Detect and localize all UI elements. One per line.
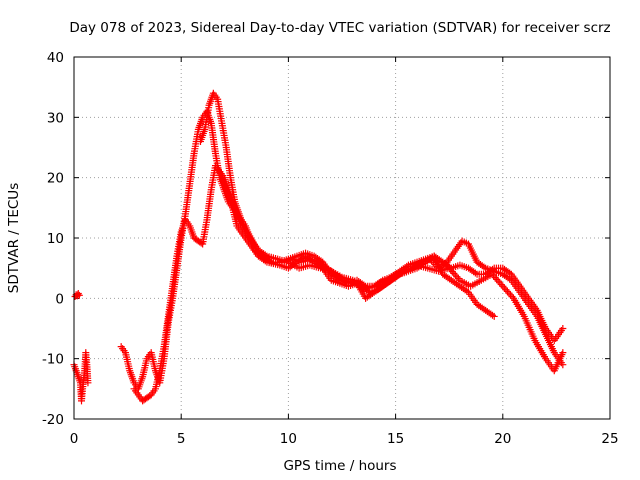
data-point [497,281,505,289]
series-track-5 [196,89,567,345]
data-point [508,293,516,301]
data-point [503,287,511,295]
data-point [559,325,567,332]
plot-frame [73,56,611,420]
y-tick-label: 30 [47,110,64,126]
data-point [506,291,514,299]
data-point [490,272,498,280]
grid-lines [74,57,610,419]
y-tick-label: 10 [47,231,64,247]
data-point [491,274,499,282]
data-point [489,311,497,319]
data-point [494,277,502,285]
data-point [84,379,92,387]
data-point [454,275,462,283]
data-point [488,270,496,278]
x-tick-label: 10 [280,431,297,447]
series-track-1 [70,349,92,405]
x-tick-label: 0 [70,431,79,447]
x-tick-label: 25 [601,431,618,447]
data-point [490,312,498,320]
data-point [480,263,488,271]
data-point [559,349,567,357]
data-point [448,268,456,276]
data-point [471,269,479,277]
data-point [493,275,501,283]
series-track-4 [130,162,498,405]
x-tick-label: 15 [387,431,404,447]
data-points [70,89,567,405]
y-tick-label: 0 [55,291,64,307]
series-track-3 [117,107,567,393]
data-point [75,291,83,299]
x-tick-label: 20 [494,431,511,447]
y-tick-label: -20 [42,412,64,428]
data-point [506,269,514,277]
data-point [499,282,507,290]
y-tick-label: 20 [47,171,64,187]
x-tick-label: 5 [177,431,186,447]
data-point [500,284,508,292]
series-track-6 [216,168,567,375]
y-axis-label: SDTVAR / TECUs [6,183,22,293]
series-track-2 [71,290,83,301]
y-tick-label: -10 [42,352,64,368]
data-point [445,264,453,272]
data-point [451,271,459,279]
data-point [447,266,455,274]
data-point [317,257,325,265]
data-point [496,279,504,287]
x-axis-label: GPS time / hours [283,458,396,474]
data-point [261,251,269,259]
data-point [505,289,513,297]
y-tick-label: 40 [47,50,64,66]
data-point [450,269,458,277]
data-point [463,287,471,295]
data-point [453,273,461,281]
data-point [502,286,510,294]
chart-title: Day 078 of 2023, Sidereal Day-to-day VTE… [69,20,610,36]
